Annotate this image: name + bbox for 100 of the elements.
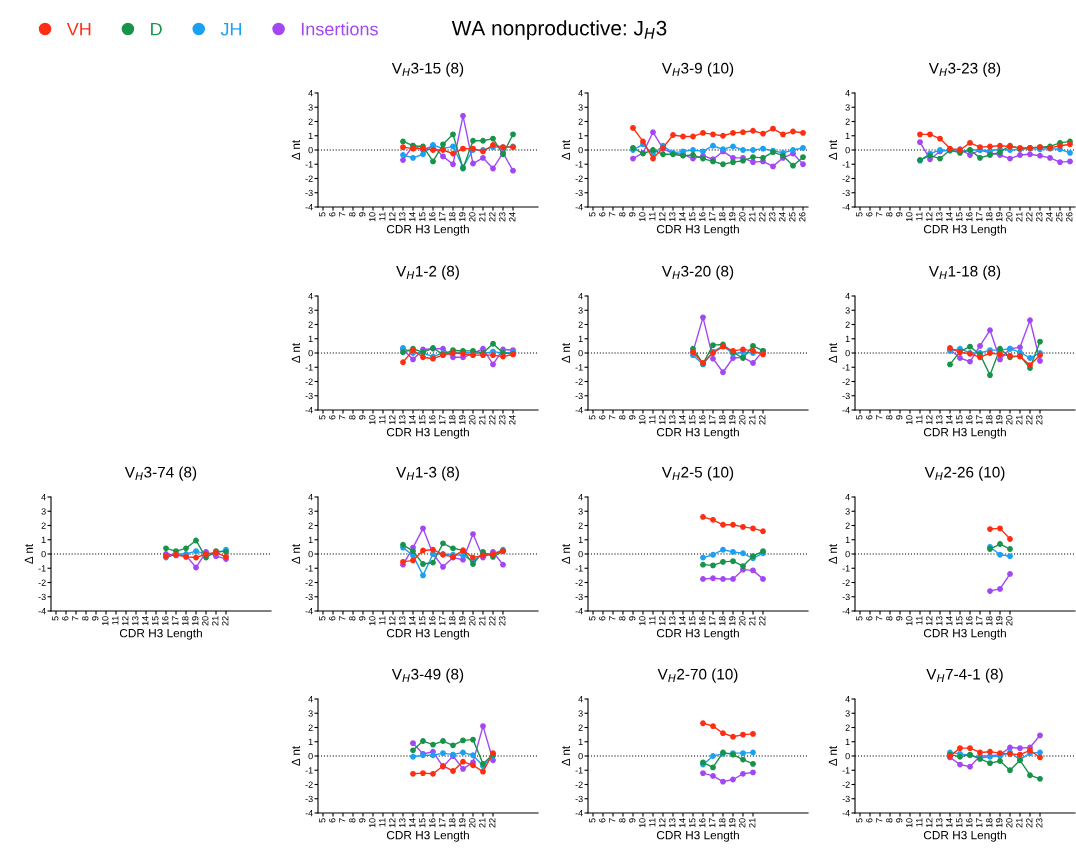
y-axis-title: Δ nt [828, 543, 837, 564]
x-tick-label: 16 [429, 415, 436, 425]
x-tick-label: 8 [619, 818, 626, 823]
x-tick-label: 11 [649, 616, 656, 625]
x-axis-title: CDR H3 Length [119, 628, 202, 640]
x-tick-label: 11 [649, 818, 656, 827]
x-axis-title: CDR H3 Length [386, 427, 469, 439]
y-tick-label: 0 [578, 550, 583, 558]
x-tick-label: 21 [749, 818, 756, 828]
y-tick-label: 3 [41, 508, 46, 515]
x-tick-label: 9 [896, 415, 903, 420]
x-tick-label: 15 [956, 818, 963, 828]
x-tick-label: 25 [789, 212, 796, 222]
x-tick-label: 14 [409, 212, 416, 222]
x-axis-title: CDR H3 Length [923, 427, 1006, 439]
x-tick-label: 23 [499, 616, 506, 626]
x-tick-label: 8 [619, 415, 626, 420]
x-tick-label: 21 [1016, 212, 1023, 222]
x-tick-label: 6 [866, 212, 873, 217]
x-tick-label: 14 [946, 212, 953, 222]
x-tick-label: 24 [1046, 212, 1053, 222]
y-tick-label: 4 [308, 696, 313, 703]
y-tick-label: 2 [578, 321, 583, 328]
x-tick-label: 5 [319, 818, 326, 823]
x-tick-label: 25 [1056, 212, 1063, 222]
y-tick-label: -4 [575, 407, 583, 414]
x-tick-label: 20 [469, 415, 476, 425]
y-tick-label: 3 [308, 710, 313, 717]
legend-label: VH [66, 22, 91, 36]
y-tick-label: -1 [305, 767, 313, 774]
y-tick-label: -4 [575, 810, 583, 817]
x-tick-label: 21 [749, 616, 756, 626]
y-tick-label: 0 [308, 550, 313, 558]
x-tick-label: 13 [399, 212, 406, 222]
x-tick-label: 8 [349, 415, 356, 420]
y-tick-label: 3 [578, 307, 583, 314]
x-tick-label: 7 [876, 212, 883, 217]
y-tick-label: -1 [575, 364, 583, 371]
y-axis-title: Δ nt [561, 139, 570, 160]
x-tick-label: 20 [469, 212, 476, 222]
x-tick-label: 9 [896, 212, 903, 217]
x-tick-label: 16 [699, 616, 706, 626]
x-tick-label: 17 [709, 818, 716, 828]
x-tick-label: 8 [82, 616, 89, 621]
x-tick-label: 18 [719, 818, 726, 828]
y-tick-label: -1 [575, 767, 583, 774]
x-tick-label: 22 [489, 616, 496, 626]
y-tick-label: 3 [845, 710, 850, 717]
x-tick-label: 13 [936, 616, 943, 626]
x-tick-label: 9 [359, 616, 366, 621]
x-tick-label: 20 [469, 818, 476, 828]
x-tick-label: 16 [966, 415, 973, 425]
y-axis-title: Δ nt [291, 745, 300, 766]
y-tick-label: 3 [578, 508, 583, 515]
y-tick-label: 4 [308, 494, 313, 501]
y-tick-label: 4 [578, 293, 583, 300]
x-axis-title: CDR H3 Length [386, 224, 469, 236]
y-tick-label: -3 [305, 795, 313, 803]
y-tick-label: 3 [308, 307, 313, 314]
y-tick-label: -4 [842, 608, 850, 615]
x-tick-label: 18 [719, 212, 726, 222]
x-tick-label: 8 [619, 212, 626, 217]
x-tick-label: 13 [399, 818, 406, 828]
chart-title: V$_{H}$2-5 (10) [661, 466, 734, 481]
x-tick-label: 17 [709, 212, 716, 222]
x-tick-label: 16 [429, 818, 436, 828]
x-tick-label: 19 [996, 415, 1003, 425]
y-tick-label: 3 [845, 104, 850, 111]
y-tick-label: 2 [845, 724, 850, 731]
x-tick-label: 17 [439, 212, 446, 222]
y-tick-label: 3 [845, 307, 850, 314]
x-tick-label: 20 [469, 616, 476, 626]
x-tick-label: 14 [409, 616, 416, 626]
y-tick-label: 4 [308, 293, 313, 300]
x-tick-label: 11 [649, 212, 656, 221]
x-tick-label: 7 [339, 415, 346, 420]
x-tick-label: 12 [926, 616, 933, 626]
y-tick-label: -3 [575, 593, 583, 601]
x-tick-label: 20 [739, 616, 746, 626]
x-tick-label: 11 [916, 212, 923, 221]
x-tick-label: 16 [966, 212, 973, 222]
x-tick-label: 21 [749, 415, 756, 425]
y-tick-label: 1 [845, 536, 850, 544]
y-tick-label: 1 [845, 738, 850, 746]
x-tick-label: 18 [986, 415, 993, 425]
y-tick-label: -4 [38, 608, 46, 615]
y-tick-label: -3 [305, 189, 313, 197]
y-tick-label: -4 [842, 204, 850, 211]
x-tick-label: 7 [876, 818, 883, 823]
x-tick-label: 12 [659, 616, 666, 626]
y-axis-title: Δ nt [291, 543, 300, 564]
x-tick-label: 15 [419, 415, 426, 425]
x-tick-label: 24 [509, 415, 516, 425]
x-tick-label: 8 [349, 616, 356, 621]
text: WA nonproductive: J$_{H}$3 [451, 20, 667, 40]
x-axis-title: CDR H3 Length [386, 830, 469, 842]
y-tick-label: -3 [842, 189, 850, 197]
x-tick-label: 9 [92, 616, 99, 621]
x-tick-label: 8 [886, 212, 893, 217]
x-tick-label: 13 [936, 212, 943, 222]
